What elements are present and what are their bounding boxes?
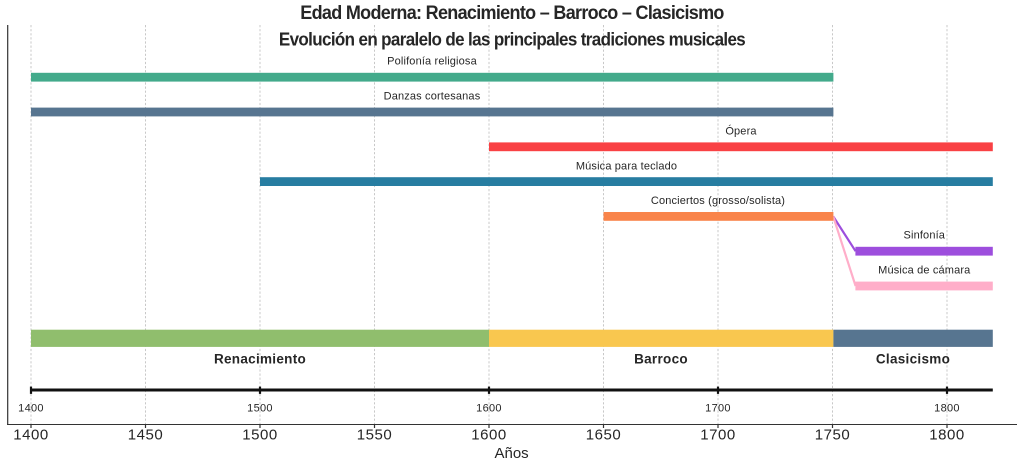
- svg-text:Sinfonía: Sinfonía: [904, 229, 946, 241]
- svg-text:Años: Años: [494, 445, 528, 462]
- svg-text:Danzas cortesanas: Danzas cortesanas: [384, 90, 481, 102]
- svg-text:1500: 1500: [242, 426, 278, 443]
- svg-text:1500: 1500: [247, 402, 273, 414]
- svg-text:Música de cámara: Música de cámara: [878, 265, 971, 277]
- svg-text:1600: 1600: [476, 402, 502, 414]
- svg-text:1700: 1700: [700, 426, 736, 443]
- svg-text:1750: 1750: [815, 426, 851, 443]
- svg-text:Edad Moderna: Renacimiento – B: Edad Moderna: Renacimiento – Barroco – C…: [300, 2, 724, 24]
- svg-text:Polifonía religiosa: Polifonía religiosa: [387, 56, 477, 68]
- svg-text:1450: 1450: [128, 426, 164, 443]
- svg-text:1400: 1400: [18, 402, 44, 414]
- svg-text:Evolución en paralelo de las p: Evolución en paralelo de las principales…: [279, 29, 746, 50]
- svg-text:1650: 1650: [586, 426, 622, 443]
- svg-text:Clasicismo: Clasicismo: [876, 352, 950, 367]
- svg-text:Música para teclado: Música para teclado: [576, 161, 677, 173]
- svg-text:1600: 1600: [471, 426, 507, 443]
- svg-text:Conciertos (grosso/solista): Conciertos (grosso/solista): [651, 195, 785, 207]
- svg-text:1800: 1800: [929, 426, 965, 443]
- svg-text:1800: 1800: [934, 402, 960, 414]
- svg-text:1700: 1700: [705, 402, 731, 414]
- svg-text:1550: 1550: [357, 426, 393, 443]
- svg-text:Renacimiento: Renacimiento: [214, 352, 306, 367]
- svg-text:1400: 1400: [13, 426, 49, 443]
- svg-text:Barroco: Barroco: [634, 352, 688, 367]
- svg-text:Ópera: Ópera: [725, 124, 757, 137]
